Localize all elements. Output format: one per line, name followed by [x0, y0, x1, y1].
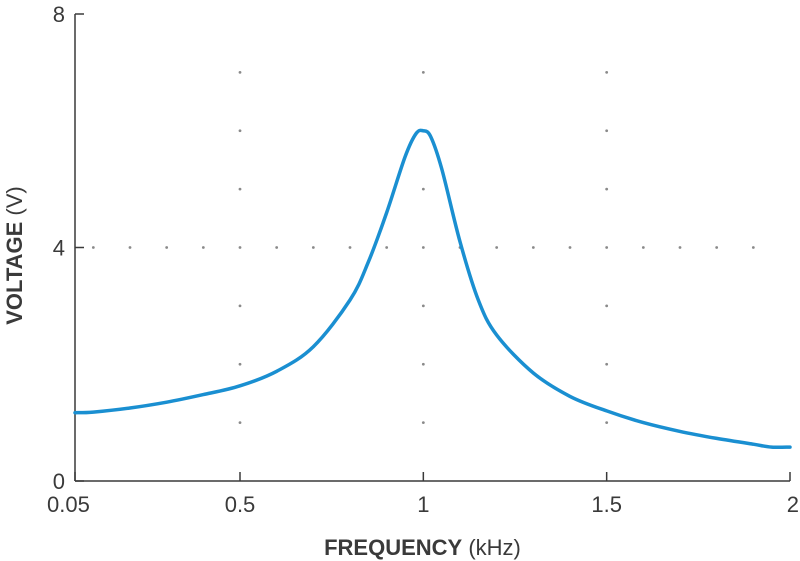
- grid-dot: [421, 187, 425, 191]
- x-tick-label: 2: [787, 492, 799, 517]
- grid-dot: [128, 246, 132, 249]
- x-axis-title: FREQUENCY (kHz): [324, 535, 521, 560]
- grid-dots: [91, 70, 755, 425]
- y-tick-label: 0: [53, 469, 65, 494]
- grid-dot: [605, 246, 609, 249]
- grid-dot: [421, 304, 425, 308]
- grid-dot: [311, 246, 315, 249]
- x-tick-marks: 0.05 0.5 1 1.5 2: [47, 472, 799, 517]
- grid-dot: [201, 246, 205, 249]
- y-tick-marks: 0 4 8: [53, 2, 84, 494]
- grid-dot: [605, 304, 609, 308]
- x-tick-label: 0.5: [225, 492, 256, 517]
- grid-dot: [421, 70, 425, 74]
- y-axis-title: VOLTAGE (V): [2, 186, 27, 325]
- grid-dot: [275, 246, 279, 249]
- grid-dot: [495, 246, 499, 249]
- grid-dot: [605, 187, 609, 191]
- grid-dot: [165, 246, 169, 249]
- grid-dot: [91, 246, 95, 249]
- x-tick-label: 1.5: [591, 492, 622, 517]
- grid-dot: [238, 187, 242, 191]
- grid-dot: [568, 246, 572, 249]
- x-axis-title-main: FREQUENCY: [324, 535, 462, 560]
- y-axis-title-unit: (V): [2, 186, 27, 221]
- grid-dot: [421, 246, 425, 249]
- grid-dot: [238, 362, 242, 366]
- grid-dot: [385, 246, 389, 249]
- grid-dot: [605, 70, 609, 74]
- x-tick-label: 0.05: [47, 492, 90, 517]
- grid-dot: [348, 246, 352, 249]
- grid-dot: [605, 421, 609, 425]
- grid-dot: [238, 246, 242, 249]
- y-tick-label: 8: [53, 2, 65, 27]
- grid-dot: [715, 246, 719, 249]
- grid-dot: [238, 304, 242, 308]
- grid-dot: [238, 421, 242, 425]
- grid-dot: [751, 246, 755, 249]
- grid-dot: [605, 362, 609, 366]
- grid-dot: [421, 421, 425, 425]
- y-tick-label: 4: [53, 236, 65, 261]
- x-axis-title-unit: (kHz): [462, 535, 521, 560]
- grid-dot: [678, 246, 682, 249]
- grid-dot: [605, 129, 609, 133]
- voltage-response-curve: [73, 128, 792, 450]
- grid-dot: [531, 246, 535, 249]
- grid-dot: [641, 246, 645, 249]
- y-axis-title-main: VOLTAGE: [2, 222, 27, 325]
- grid-dot: [421, 362, 425, 366]
- grid-dot: [238, 129, 242, 133]
- x-tick-label: 1: [417, 492, 429, 517]
- grid-dot: [238, 70, 242, 74]
